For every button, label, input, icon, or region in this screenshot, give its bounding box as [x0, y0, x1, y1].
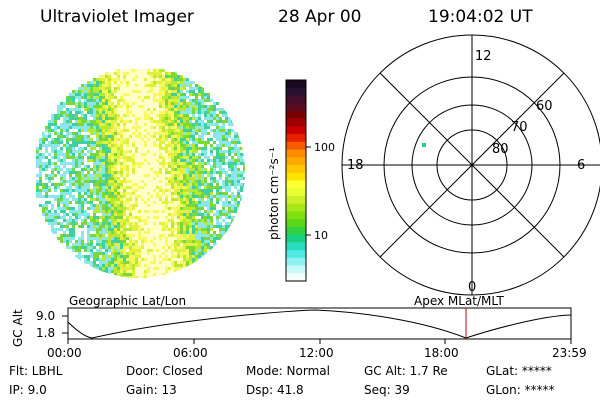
orbit-x-ticks	[67, 339, 572, 344]
orbit-y-tick-low: 1.8	[36, 326, 55, 340]
colorbar-swatch	[286, 188, 306, 197]
orbit-x-tick-1800: 18:00	[424, 346, 459, 360]
colorbar-swatch	[286, 110, 306, 120]
info-gc-alt: GC Alt: 1.7 Re	[364, 364, 448, 378]
orbit-panel	[67, 307, 572, 340]
polar-hour-18: 18	[347, 158, 364, 173]
colorbar-swatch	[286, 87, 306, 97]
colorbar-swatch	[286, 203, 306, 213]
polar-plot	[341, 34, 600, 296]
orbit-x-tick-0000: 00:00	[47, 346, 82, 360]
colorbar-swatch	[286, 118, 306, 127]
colorbar-swatch	[286, 172, 306, 182]
polar-data-point	[422, 143, 426, 147]
uv-image	[36, 69, 245, 278]
polar-lat-70: 70	[511, 120, 528, 135]
orbit-right-label: Apex MLat/MLT	[414, 294, 504, 308]
colorbar-swatch	[286, 226, 306, 236]
colorbar-swatch	[286, 242, 306, 251]
colorbar-swatch	[286, 211, 306, 220]
colorbar-swatch	[286, 180, 306, 189]
orbit-x-tick-2359: 23:59	[552, 346, 587, 360]
info-ip: IP: 9.0	[9, 383, 47, 397]
orbit-x-tick-1200: 12:00	[299, 346, 334, 360]
colorbar-swatch	[286, 257, 306, 267]
colorbar-swatch	[286, 95, 306, 104]
colorbar-swatch	[286, 250, 306, 259]
info-gain: Gain: 13	[126, 383, 177, 397]
colorbar-swatch	[286, 149, 306, 158]
info-door: Door: Closed	[126, 364, 203, 378]
polar-lat-60: 60	[536, 99, 553, 114]
polar-hour-0: 0	[468, 280, 476, 295]
orbit-altitude-curve	[67, 309, 572, 339]
colorbar-swatch	[286, 103, 306, 112]
colorbar-swatch	[286, 273, 306, 282]
info-glat: GLat: *****	[486, 364, 552, 378]
date-label: 28 Apr 00	[278, 7, 362, 27]
colorbar-swatch	[286, 234, 306, 243]
colorbar-swatch	[286, 80, 306, 89]
time-label: 19:04:02 UT	[428, 7, 533, 27]
info-mode: Mode: Normal	[246, 364, 330, 378]
colorbar-swatch	[286, 219, 306, 228]
colorbar-tick-100: 100	[314, 141, 335, 154]
polar-lat-80: 80	[492, 142, 509, 157]
app-title: Ultraviolet Imager	[40, 7, 194, 27]
colorbar-swatch	[286, 141, 306, 151]
info-seq: Seq: 39	[364, 383, 410, 397]
colorbar-swatch	[286, 134, 306, 143]
info-glon: GLon: *****	[486, 383, 555, 397]
colorbar-axis-label: photon cm⁻²s⁻¹	[267, 147, 281, 240]
orbit-left-label: Geographic Lat/Lon	[69, 294, 186, 308]
colorbar-swatch	[286, 265, 306, 274]
colorbar-swatch	[286, 195, 306, 205]
polar-hour-12: 12	[475, 49, 492, 64]
polar-hour-6: 6	[577, 158, 585, 173]
orbit-y-tick-high: 9.0	[36, 309, 55, 323]
colorbar-swatch	[286, 157, 306, 166]
orbit-y-title: GC Alt	[11, 309, 25, 347]
info-dsp: Dsp: 41.8	[246, 383, 304, 397]
colorbar: 100 10 photon cm⁻²s⁻¹	[267, 79, 335, 282]
colorbar-swatch	[286, 126, 306, 135]
colorbar-tick-10: 10	[314, 229, 328, 242]
info-flt: Flt: LBHL	[9, 364, 63, 378]
orbit-x-tick-0600: 06:00	[173, 346, 208, 360]
colorbar-swatch	[286, 165, 306, 174]
